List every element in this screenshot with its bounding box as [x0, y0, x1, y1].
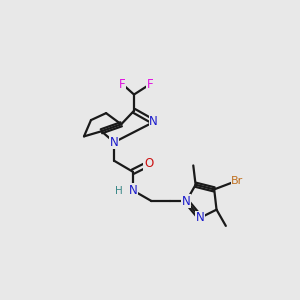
Text: N: N — [149, 116, 158, 128]
Text: N: N — [196, 211, 205, 224]
Text: Br: Br — [231, 176, 244, 186]
Text: N: N — [182, 194, 191, 208]
Text: F: F — [147, 78, 154, 91]
Text: H: H — [115, 186, 122, 196]
Text: F: F — [119, 78, 126, 91]
Text: O: O — [144, 157, 153, 170]
Text: N: N — [128, 184, 137, 197]
Text: N: N — [110, 136, 118, 149]
